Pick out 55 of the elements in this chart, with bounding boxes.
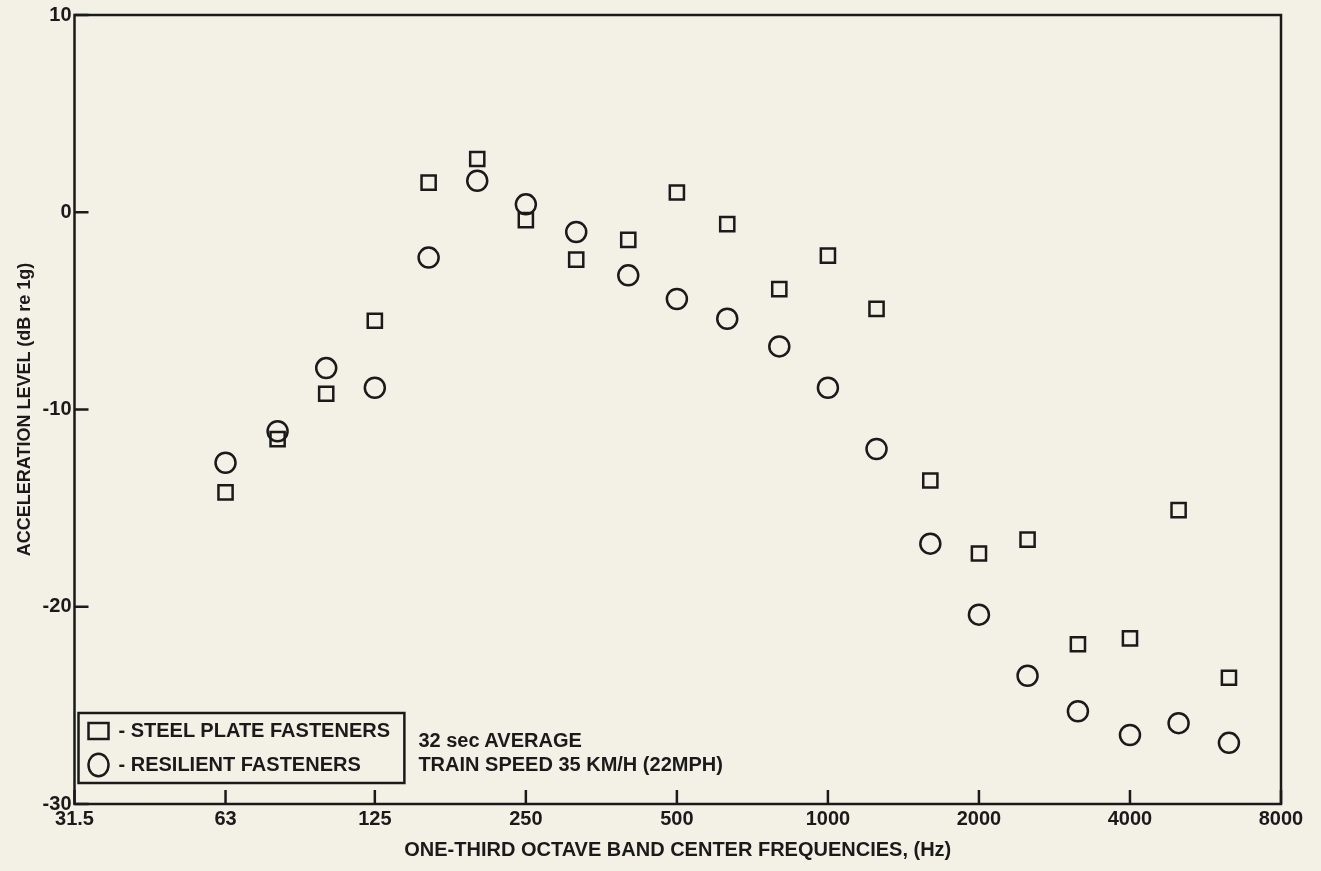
point — [1170, 501, 1187, 519]
point — [363, 376, 387, 400]
point — [970, 545, 988, 562]
x-tick-label: 8000 — [1258, 806, 1304, 829]
point — [1121, 629, 1139, 647]
annotation: TRAIN SPEED 35 KM/H (22MPH) — [418, 752, 723, 775]
point — [1220, 669, 1238, 687]
x-tick-label: 125 — [358, 806, 392, 829]
point — [366, 312, 384, 330]
point — [465, 169, 489, 192]
y-tick-label: 0 — [60, 199, 72, 222]
x-tick-label: 4000 — [1107, 806, 1153, 829]
point — [865, 437, 888, 461]
x-tick-label: 1000 — [805, 806, 851, 829]
point — [718, 215, 736, 233]
point — [967, 603, 991, 626]
x-tick-label: 500 — [660, 806, 694, 829]
point — [819, 247, 837, 264]
point — [1019, 531, 1036, 549]
point — [514, 193, 538, 216]
point — [770, 280, 788, 298]
y-tick-label: 10 — [49, 2, 72, 25]
x-tick-label: 250 — [509, 806, 543, 829]
point — [619, 231, 637, 249]
point — [468, 150, 486, 168]
point — [1016, 664, 1039, 688]
x-axis-title: ONE-THIRD OCTAVE BAND CENTER FREQUENCIES, (Hz) — [404, 837, 952, 860]
y-tick-label: -10 — [42, 397, 72, 420]
legend-label: - STEEL PLATE FASTENERS — [118, 718, 391, 741]
point — [214, 451, 237, 475]
point — [617, 264, 640, 287]
point — [1167, 711, 1190, 735]
point — [266, 419, 289, 443]
x-tick-label: 2000 — [956, 806, 1002, 829]
point — [567, 251, 585, 268]
point — [1069, 635, 1087, 653]
point — [1066, 700, 1090, 723]
point — [317, 385, 335, 403]
point — [868, 300, 885, 318]
point — [665, 287, 689, 311]
legend-label: - RESILIENT FASTENERS — [118, 752, 361, 775]
point — [564, 220, 588, 244]
annotation: 32 sec AVERAGE — [418, 728, 582, 751]
point — [517, 211, 535, 229]
point — [768, 335, 791, 358]
y-tick-label: -20 — [42, 594, 72, 617]
x-tick-label: 63 — [214, 806, 237, 829]
point — [816, 376, 840, 400]
point — [1118, 723, 1142, 747]
point — [668, 184, 686, 201]
y-axis-title: ACCELERATION LEVEL (dB re 1g) — [13, 262, 34, 557]
point — [715, 307, 739, 331]
point — [217, 484, 234, 501]
point — [1217, 731, 1241, 755]
point — [314, 356, 338, 380]
